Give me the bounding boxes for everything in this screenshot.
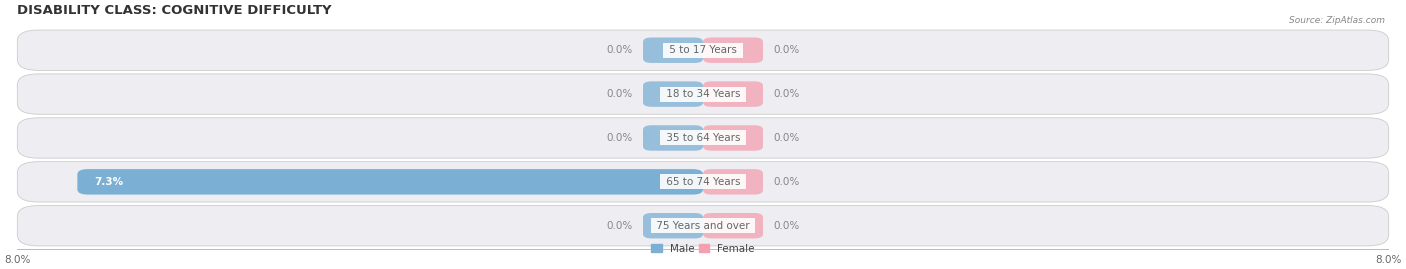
Text: 0.0%: 0.0% bbox=[606, 45, 633, 55]
FancyBboxPatch shape bbox=[643, 37, 703, 63]
FancyBboxPatch shape bbox=[643, 213, 703, 238]
FancyBboxPatch shape bbox=[703, 125, 763, 151]
Legend: Male, Female: Male, Female bbox=[647, 240, 759, 258]
FancyBboxPatch shape bbox=[77, 169, 703, 194]
Text: 7.3%: 7.3% bbox=[94, 177, 124, 187]
Text: 0.0%: 0.0% bbox=[773, 221, 800, 231]
FancyBboxPatch shape bbox=[703, 213, 763, 238]
FancyBboxPatch shape bbox=[703, 81, 763, 107]
FancyBboxPatch shape bbox=[17, 74, 1389, 114]
Text: 0.0%: 0.0% bbox=[606, 133, 633, 143]
FancyBboxPatch shape bbox=[703, 169, 763, 194]
FancyBboxPatch shape bbox=[703, 37, 763, 63]
Text: 18 to 34 Years: 18 to 34 Years bbox=[662, 89, 744, 99]
FancyBboxPatch shape bbox=[17, 30, 1389, 70]
Text: 0.0%: 0.0% bbox=[773, 45, 800, 55]
Text: DISABILITY CLASS: COGNITIVE DIFFICULTY: DISABILITY CLASS: COGNITIVE DIFFICULTY bbox=[17, 4, 332, 17]
Text: 35 to 64 Years: 35 to 64 Years bbox=[662, 133, 744, 143]
FancyBboxPatch shape bbox=[643, 81, 703, 107]
Text: 0.0%: 0.0% bbox=[773, 89, 800, 99]
Text: 0.0%: 0.0% bbox=[773, 177, 800, 187]
Text: 5 to 17 Years: 5 to 17 Years bbox=[666, 45, 740, 55]
Text: Source: ZipAtlas.com: Source: ZipAtlas.com bbox=[1289, 16, 1385, 25]
FancyBboxPatch shape bbox=[17, 118, 1389, 158]
FancyBboxPatch shape bbox=[643, 125, 703, 151]
Text: 0.0%: 0.0% bbox=[606, 89, 633, 99]
Text: 0.0%: 0.0% bbox=[773, 133, 800, 143]
FancyBboxPatch shape bbox=[17, 162, 1389, 202]
FancyBboxPatch shape bbox=[17, 206, 1389, 246]
Text: 75 Years and over: 75 Years and over bbox=[652, 221, 754, 231]
Text: 65 to 74 Years: 65 to 74 Years bbox=[662, 177, 744, 187]
Text: 0.0%: 0.0% bbox=[606, 221, 633, 231]
